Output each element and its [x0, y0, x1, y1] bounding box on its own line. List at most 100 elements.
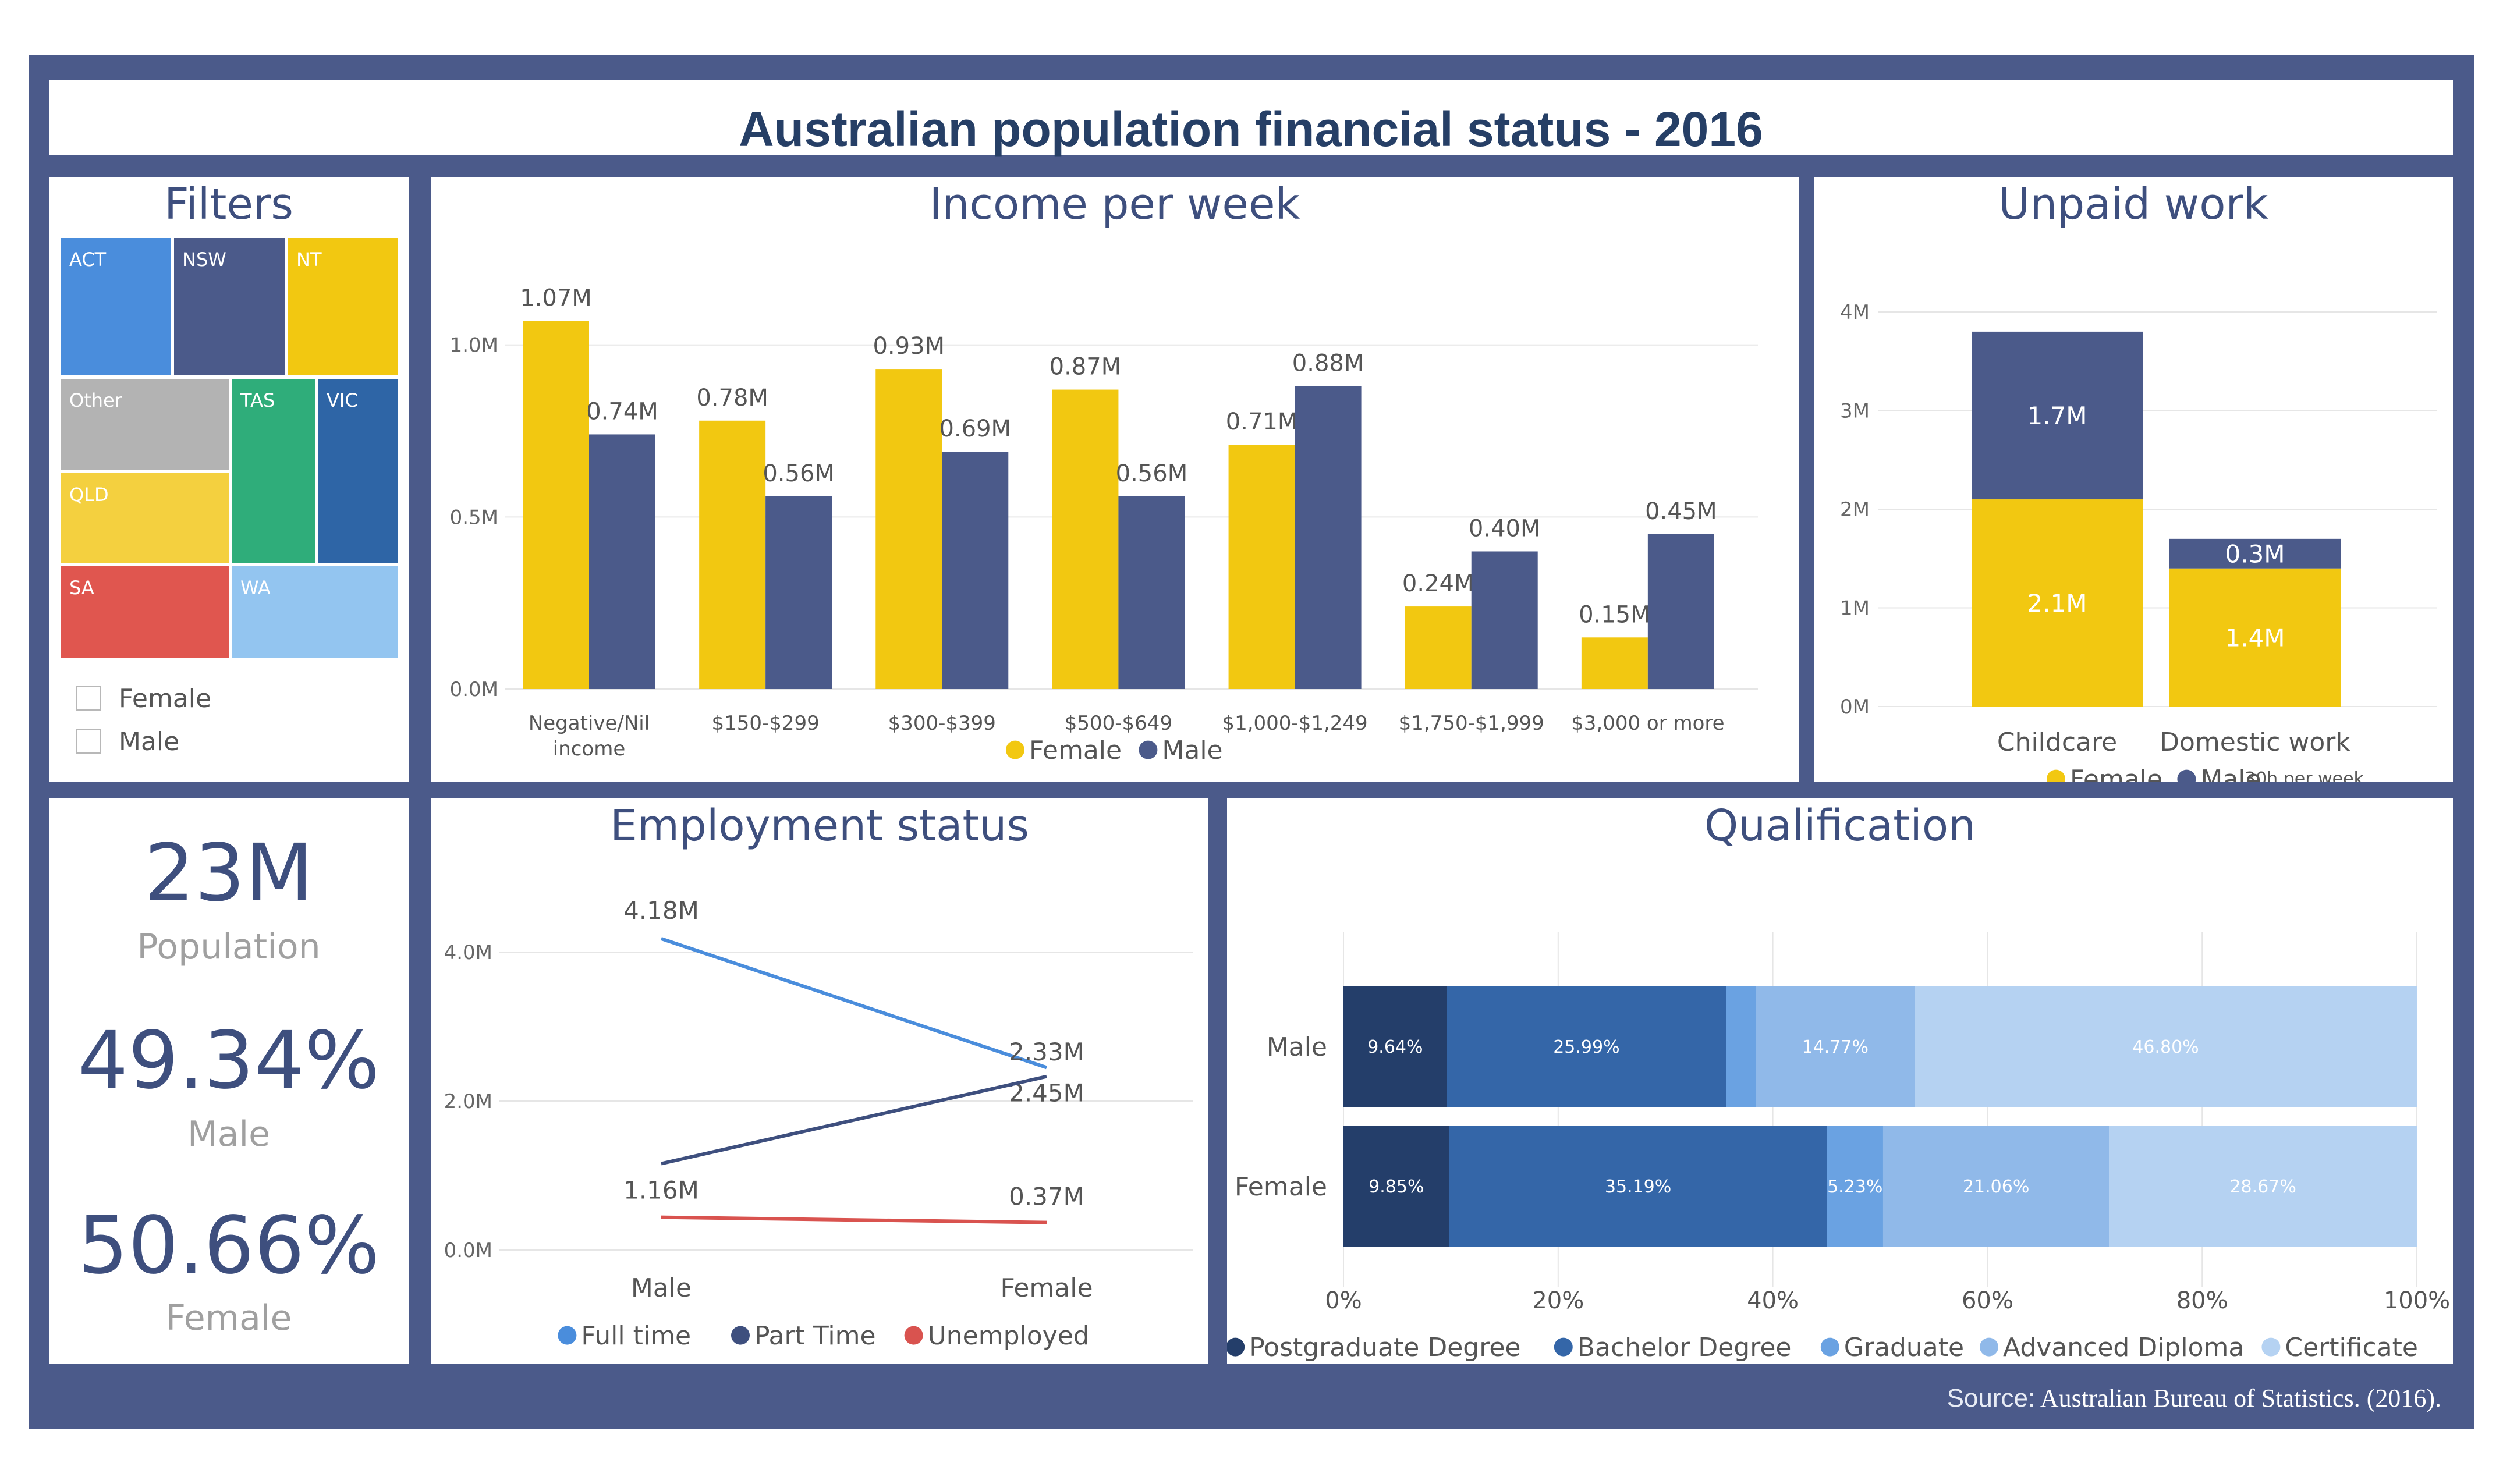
- y-tick-label: 1.0M: [450, 334, 498, 357]
- data-label: 9.64%: [1367, 1037, 1423, 1057]
- data-label: 28.67%: [2229, 1177, 2296, 1197]
- state-tile-other[interactable]: Other: [59, 377, 231, 471]
- legend-marker: [2177, 769, 2196, 782]
- x-tick-label: Childcare: [1997, 727, 2117, 757]
- x-tick-label: Negative/Nil: [529, 712, 650, 735]
- data-label: 2.1M: [2027, 589, 2087, 617]
- data-label: 0.45M: [1645, 498, 1717, 525]
- filter-female-checkbox[interactable]: Female: [76, 681, 211, 716]
- bar-segment: [1343, 986, 1447, 1107]
- kpi-male-label: Male: [187, 1114, 271, 1155]
- title-bar: Australian population financial status -…: [49, 80, 2453, 157]
- income-panel: Income per week 0.0M 0.5M 1.0M 1.07M 0.74M Ne…: [431, 177, 1799, 782]
- legend-marker: [1554, 1337, 1573, 1357]
- state-tile-label: WA: [240, 577, 271, 599]
- data-label: 0.93M: [873, 333, 945, 360]
- data-label: 1.16M: [623, 1176, 699, 1205]
- bar-female: [2169, 568, 2341, 707]
- bar-female: [523, 321, 589, 689]
- state-tile-label: Other: [69, 389, 122, 411]
- data-label: 0.56M: [763, 460, 835, 487]
- source-text: Australian Bureau of Statistics. (2016).: [2040, 1384, 2441, 1412]
- checkbox-box[interactable]: [76, 686, 101, 711]
- legend-label: Female: [1029, 736, 1122, 765]
- x-tick-label: $1,750-$1,999: [1399, 712, 1544, 735]
- y-tick-label: 1M: [1840, 597, 1870, 620]
- kpi-population-label: Population: [137, 926, 321, 967]
- legend-marker: [1227, 1337, 1245, 1357]
- data-label: 0.88M: [1292, 350, 1364, 377]
- data-label: 1.7M: [2027, 402, 2087, 430]
- state-tile-vic[interactable]: VIC: [317, 377, 399, 565]
- x-tick-label: $150-$299: [711, 712, 819, 735]
- employment-title: Employment status: [610, 801, 1029, 851]
- data-label: 0.37M: [1009, 1183, 1084, 1211]
- state-tile-label: QLD: [69, 484, 109, 506]
- data-label: 1.07M: [520, 285, 592, 311]
- unpaid-panel: Unpaid work 0M 1M 2M 3M 4M 2.1M 1.7M Childcare 1…: [1814, 177, 2453, 782]
- legend-marker: [2047, 769, 2065, 782]
- state-tile-label: VIC: [327, 389, 358, 411]
- x-tick-label: 80%: [2176, 1287, 2228, 1314]
- qualification-chart: 0% 20% 40% 60% 80% 100% Male 9.64% 25.99% 14.77% 4…: [1227, 932, 2450, 1362]
- legend-marker: [731, 1326, 750, 1345]
- income-chart: 0.0M 0.5M 1.0M 1.07M 0.74M Negative/Nilincome…: [450, 285, 1758, 765]
- kpi-female-value: 50.66%: [77, 1200, 380, 1292]
- checkbox-box[interactable]: [76, 729, 101, 754]
- data-label: 0.69M: [939, 416, 1011, 442]
- kpi-female-label: Female: [165, 1298, 292, 1339]
- employment-panel: Employment status 0.0M 2.0M 4.0M Male Female…: [431, 798, 1208, 1364]
- bar-female: [1972, 499, 2143, 707]
- state-tile-tas[interactable]: TAS: [231, 377, 317, 565]
- bar-segment: [2109, 1126, 2417, 1247]
- page-title: Australian population financial status -…: [739, 102, 1763, 157]
- legend-marker: [1980, 1337, 1998, 1357]
- legend-label: Advanced Diploma: [2003, 1333, 2244, 1362]
- legend-label: Certificate: [2285, 1333, 2418, 1362]
- series-line-full-time: [661, 937, 1047, 1070]
- state-tile-label: NT: [296, 248, 322, 271]
- series-line-part-time: [661, 1074, 1047, 1166]
- data-label: 46.80%: [2132, 1037, 2199, 1057]
- y-tick-label: 2.0M: [444, 1090, 492, 1113]
- state-tile-sa[interactable]: SA: [59, 565, 231, 660]
- state-tile-wa[interactable]: WA: [231, 565, 399, 660]
- bar-segment: [1343, 1126, 1449, 1247]
- state-tile-label: ACT: [69, 248, 107, 271]
- x-tick-label: $500-$649: [1065, 712, 1172, 735]
- bar-male: [589, 434, 655, 689]
- data-label: 9.85%: [1369, 1177, 1424, 1197]
- checkbox-label: Female: [119, 683, 212, 713]
- bar-male: [765, 496, 832, 689]
- state-tile-nsw[interactable]: NSW: [172, 236, 286, 377]
- filter-male-checkbox[interactable]: Male: [76, 724, 179, 759]
- data-label: 0.78M: [696, 385, 768, 411]
- legend-marker: [1820, 1337, 1839, 1357]
- x-tick-label: $300-$399: [888, 712, 996, 735]
- source-prefix: Source:: [1947, 1384, 2036, 1412]
- data-label: 0.56M: [1116, 460, 1188, 487]
- data-label: 4.18M: [623, 896, 699, 925]
- data-label: 0.3M: [2225, 539, 2285, 568]
- state-tile-nt[interactable]: NT: [286, 236, 399, 377]
- state-tile-qld[interactable]: QLD: [59, 471, 231, 565]
- bar-female: [699, 420, 766, 689]
- state-tile-label: NSW: [182, 248, 226, 271]
- state-treemap: ACT NSW NT Other TAS VIC QLD SA WA: [59, 236, 399, 660]
- legend-marker: [1006, 740, 1024, 759]
- checkbox-label: Male: [119, 726, 180, 757]
- unpaid-chart: 0M 1M 2M 3M 4M 2.1M 1.7M Childcare 1.4M 0.3M Domes…: [1840, 301, 2437, 782]
- x-tick-label: Female: [1000, 1273, 1093, 1303]
- kpi-population-value: 23M: [144, 828, 314, 919]
- data-label: 0.87M: [1050, 354, 1122, 381]
- bar-segment: [1726, 986, 1756, 1107]
- series-line-unemployed: [661, 1215, 1047, 1224]
- legend-marker: [558, 1326, 577, 1345]
- qualification-title: Qualification: [1704, 801, 1976, 851]
- legend-label: Part Time: [754, 1321, 876, 1351]
- state-tile-label: SA: [69, 577, 94, 599]
- legend-label: Full time: [581, 1321, 691, 1351]
- dashboard-frame: Australian population financial status -…: [29, 55, 2474, 1429]
- state-tile-act[interactable]: ACT: [59, 236, 172, 377]
- annotation: 30h per week: [2245, 769, 2364, 782]
